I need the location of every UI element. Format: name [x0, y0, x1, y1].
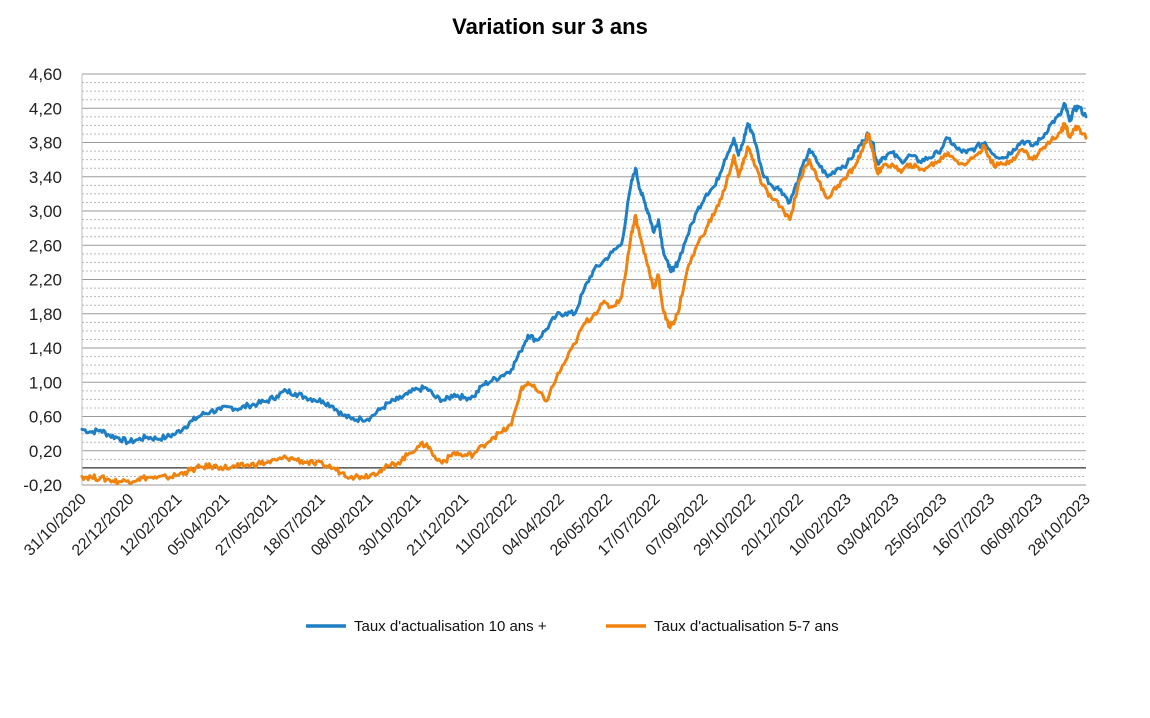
y-tick-label: 3,00: [29, 202, 62, 221]
legend: Taux d'actualisation 10 ans + Taux d'actu…: [306, 618, 839, 635]
series-lines: [80, 101, 1088, 486]
y-tick-label: 2,60: [29, 236, 62, 255]
y-tick-label: 2,20: [29, 271, 62, 290]
y-tick-label: 3,40: [29, 168, 62, 187]
y-tick-label: 3,80: [29, 134, 62, 153]
series-line: [80, 101, 1088, 446]
legend-label: Taux d'actualisation 5-7 ans: [654, 618, 839, 635]
y-tick-label: 0,60: [29, 408, 62, 427]
y-tick-label: -0,20: [23, 476, 62, 495]
y-tick-label: 1,00: [29, 373, 62, 392]
y-tick-label: 4,20: [29, 99, 62, 118]
series-line: [80, 122, 1088, 486]
y-tick-label: 4,60: [29, 65, 62, 84]
legend-label: Taux d'actualisation 10 ans +: [354, 618, 547, 635]
y-tick-label: 1,80: [29, 305, 62, 324]
chart-title: Variation sur 3 ans: [452, 14, 648, 39]
y-axis-tick-labels: -0,20 0,20 0,60 1,00 1,40 1,80 2,20 2,60 3,00 3,4…: [23, 65, 62, 495]
y-tick-label: 1,40: [29, 339, 62, 358]
x-axis-tick-labels: 31/10/202022/12/202012/02/202105/04/2021…: [21, 491, 1094, 560]
y-tick-label: 0,20: [29, 442, 62, 461]
gridlines: [81, 73, 1086, 486]
